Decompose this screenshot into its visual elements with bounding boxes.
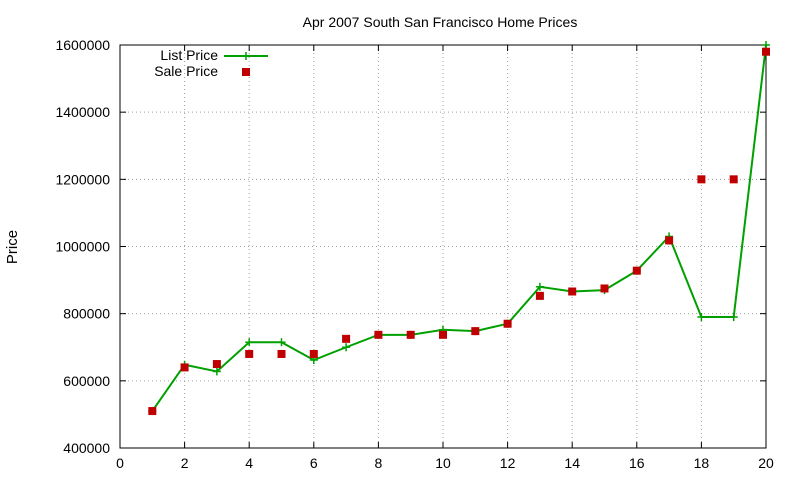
- x-tick-label: 0: [116, 455, 124, 471]
- legend-label-sale-price: Sale Price: [154, 63, 218, 79]
- list-price-point: [277, 338, 286, 347]
- y-tick-label: 1200000: [55, 171, 110, 187]
- legend-label-list-price: List Price: [160, 47, 218, 63]
- x-tick-label: 20: [758, 455, 774, 471]
- list-price-point: [729, 313, 738, 322]
- y-tick-label: 800000: [63, 306, 110, 322]
- sale-price-point: [729, 175, 738, 184]
- list-price-point: [535, 282, 544, 291]
- x-tick-label: 18: [694, 455, 710, 471]
- series-layer: [148, 41, 770, 416]
- list-price-point: [762, 41, 770, 49]
- sale-price-point: [471, 327, 480, 336]
- y-tick-label: 400000: [63, 440, 110, 456]
- sale-price-point: [245, 349, 254, 358]
- y-axis-label: Price: [4, 230, 21, 264]
- y-tick-label: 1400000: [55, 104, 110, 120]
- sale-price-point: [309, 349, 318, 358]
- sale-price-point: [697, 175, 706, 184]
- sale-price-point: [148, 407, 157, 416]
- y-tick-label: 1000000: [55, 239, 110, 255]
- legend-swatch-sale-price: [242, 68, 250, 76]
- x-tick-label: 8: [375, 455, 383, 471]
- sale-price-point: [439, 330, 447, 339]
- sale-price-point: [342, 334, 351, 343]
- sale-price-point: [600, 284, 609, 293]
- x-tick-label: 2: [181, 455, 189, 471]
- grid: [120, 45, 766, 448]
- list-price-point: [342, 343, 351, 352]
- y-tick-label: 1600000: [55, 37, 110, 53]
- sale-price-point: [535, 291, 544, 300]
- list-price-point: [697, 313, 706, 322]
- sale-price-point: [665, 236, 674, 245]
- sale-price-point: [632, 266, 641, 275]
- x-tick-label: 16: [629, 455, 645, 471]
- sale-price-point: [212, 360, 221, 369]
- x-tick-label: 10: [435, 455, 451, 471]
- sale-price-point: [568, 287, 577, 296]
- sale-price-point: [277, 349, 286, 358]
- plot-frame: [119, 44, 767, 449]
- x-tick-label: 6: [310, 455, 318, 471]
- sale-price-point: [762, 47, 770, 56]
- sale-price-point: [374, 330, 383, 339]
- sale-price-point: [406, 330, 415, 339]
- sale-price-point: [180, 363, 189, 372]
- x-tick-label: 12: [500, 455, 516, 471]
- x-tick-label: 4: [245, 455, 253, 471]
- x-tick-label: 14: [564, 455, 580, 471]
- list-price-point: [245, 338, 254, 347]
- y-tick-label: 600000: [63, 373, 110, 389]
- chart-title: Apr 2007 South San Francisco Home Prices: [303, 14, 578, 30]
- sale-price-point: [503, 319, 512, 328]
- list-price-point: [212, 367, 221, 376]
- list-price-line: [151, 44, 767, 412]
- ticks: 0 2 4 6 8 10 12 14 16 18 20 400000 600000 800000 10000…: [55, 37, 774, 471]
